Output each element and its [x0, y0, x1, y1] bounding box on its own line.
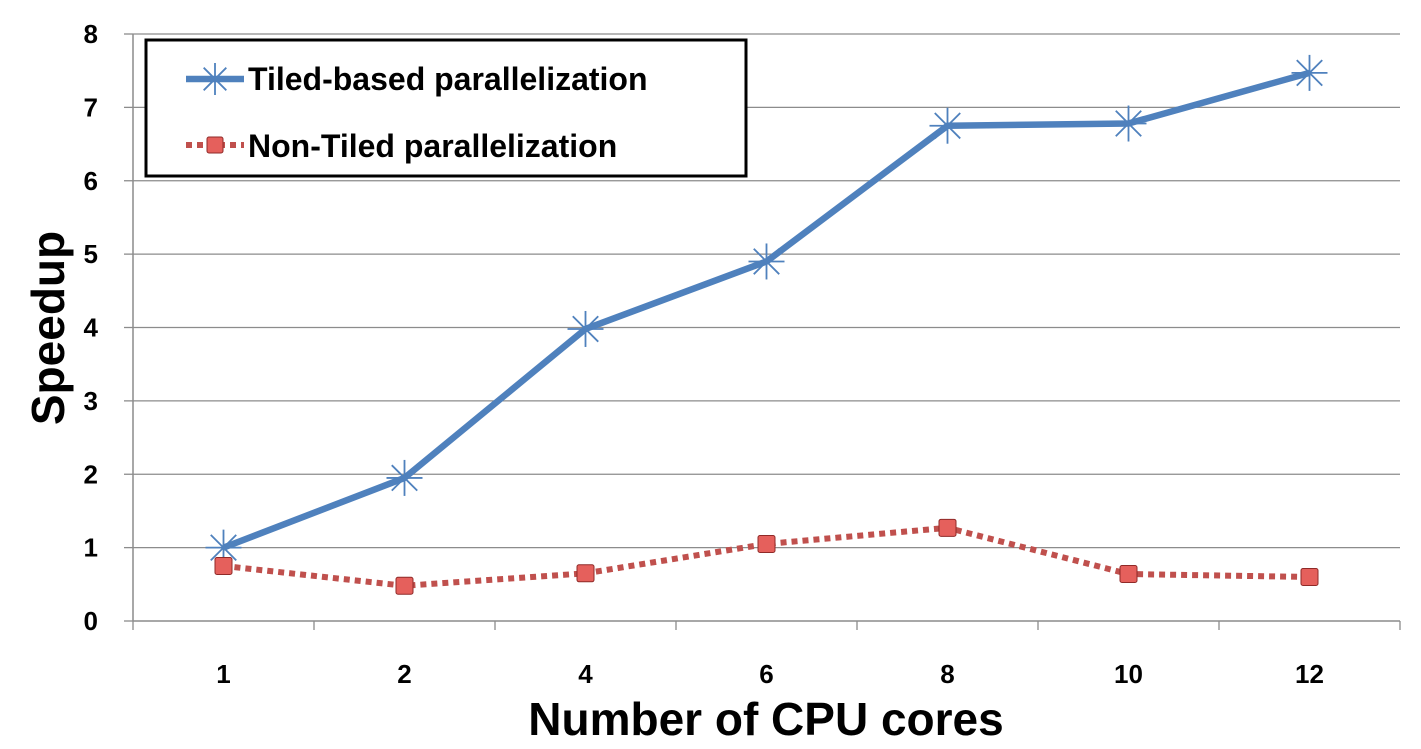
y-axis-title: Speedup	[22, 231, 74, 425]
y-tick-label-5: 5	[84, 239, 98, 269]
series-non-tiled	[214, 518, 1319, 595]
data-point-s1-2	[395, 576, 414, 595]
data-point-s0-12	[1291, 54, 1328, 91]
y-tick-label-0: 0	[84, 606, 98, 636]
data-point-s0-4	[567, 310, 604, 347]
legend-label-tiled: Tiled-based parallelization	[248, 61, 648, 97]
x-tick-label-1: 1	[216, 659, 230, 689]
series-tiled	[205, 54, 1328, 566]
x-axis-title: Number of CPU cores	[528, 693, 1003, 745]
series-layer	[205, 54, 1328, 595]
data-point-s1-8	[938, 518, 957, 537]
legend-sample-tiled	[186, 63, 244, 95]
x-tick-label-6: 6	[759, 659, 773, 689]
legend: Tiled-based parallelization Non-Tiled pa…	[144, 38, 748, 178]
y-tick-label-7: 7	[84, 92, 98, 122]
y-tick-label-2: 2	[84, 459, 98, 489]
x-tick-label-10: 10	[1114, 659, 1143, 689]
y-tick-labels: 0 1 2 3 4 5 6 7 8	[84, 19, 99, 636]
x-tick-label-12: 12	[1295, 659, 1324, 689]
y-tick-label-3: 3	[84, 386, 98, 416]
x-tick-label-2: 2	[397, 659, 411, 689]
data-point-s0-1	[205, 529, 242, 566]
legend-marker-tiled	[199, 63, 231, 95]
data-point-s1-1	[214, 556, 233, 575]
data-point-s0-2	[386, 459, 423, 496]
legend-marker-non-tiled	[206, 136, 224, 154]
data-point-s0-8	[929, 107, 966, 144]
data-point-s0-10	[1110, 105, 1147, 142]
x-tick-labels: 1 2 4 6 8 10 12	[216, 659, 1324, 689]
y-tick-label-4: 4	[84, 313, 99, 343]
data-point-s1-12	[1300, 567, 1319, 586]
data-point-s1-4	[576, 564, 595, 583]
y-tick-label-8: 8	[84, 19, 98, 49]
x-tick-label-8: 8	[940, 659, 954, 689]
data-point-s1-10	[1119, 565, 1138, 584]
legend-box	[144, 38, 748, 178]
legend-label-non-tiled: Non-Tiled parallelization	[248, 128, 617, 164]
y-tick-label-6: 6	[84, 166, 98, 196]
legend-sample-non-tiled	[186, 136, 244, 154]
y-tick-label-1: 1	[84, 533, 98, 563]
data-point-s1-6	[757, 534, 776, 553]
axes	[124, 33, 1401, 630]
data-point-s0-6	[748, 243, 785, 280]
x-tick-label-4: 4	[578, 659, 593, 689]
